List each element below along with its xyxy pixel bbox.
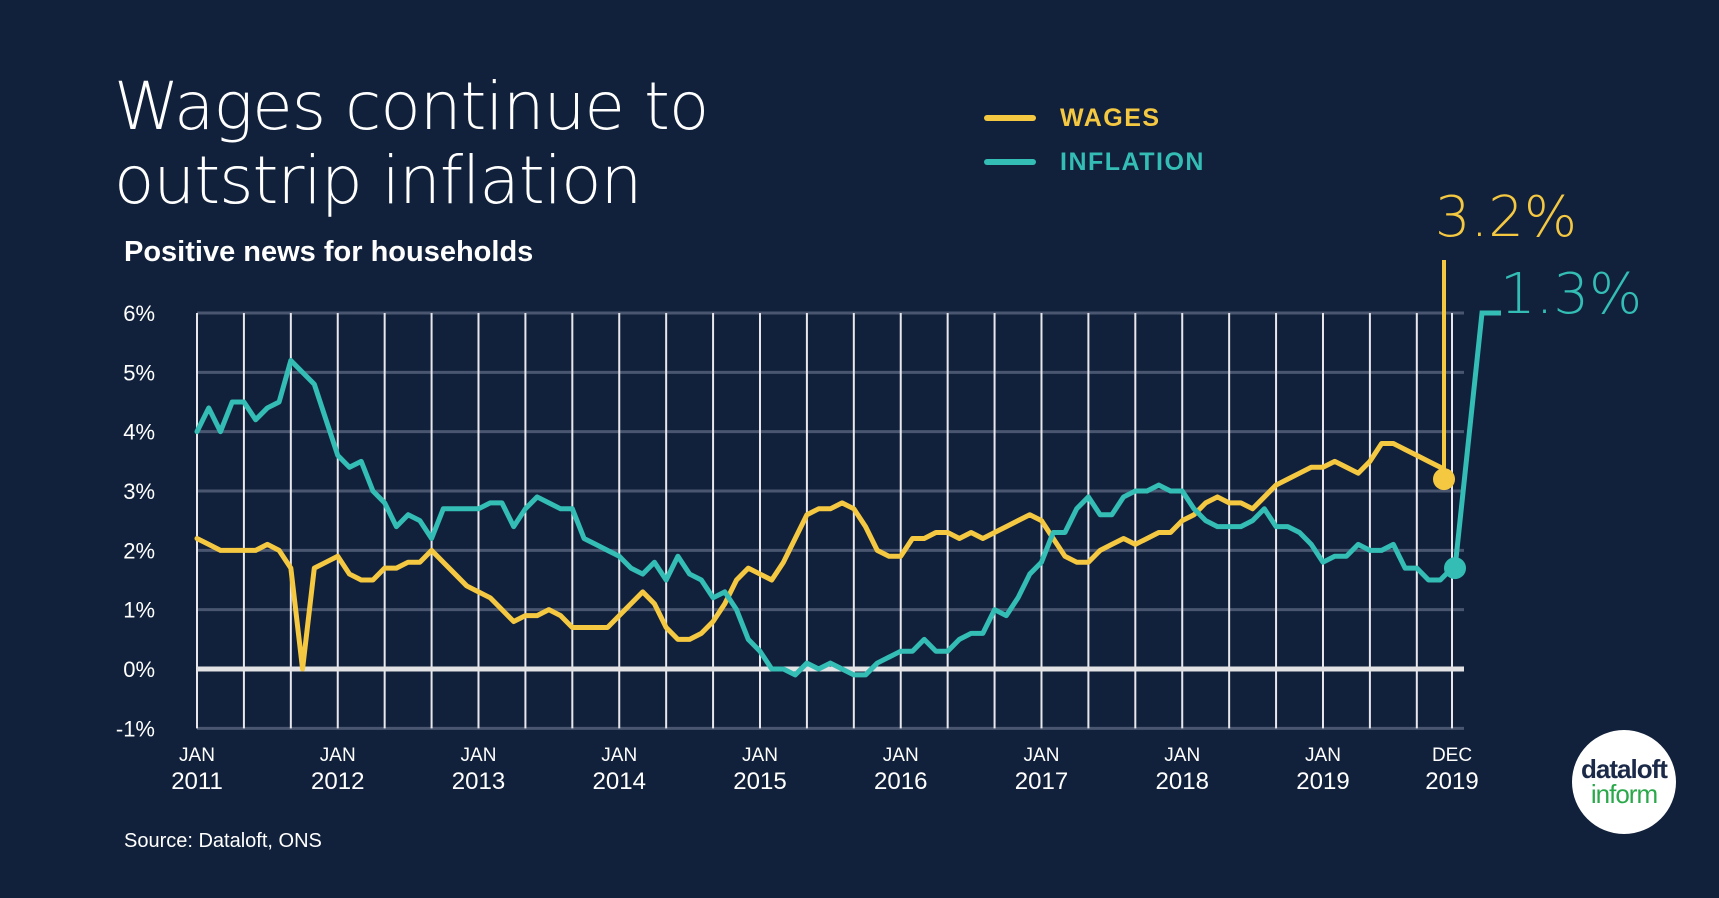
x-tick-month-label: JAN [461, 745, 497, 766]
inflation-callout-label: 1.3% [1500, 262, 1642, 327]
inflation-callout-leader [1452, 310, 1501, 569]
x-tick-year-label: 2012 [311, 768, 364, 795]
legend: WAGES INFLATION [984, 96, 1205, 184]
x-tick-month-label: JAN [742, 745, 778, 766]
x-tick-month-label: DEC [1432, 745, 1472, 766]
x-tick-year-label: 2015 [733, 768, 786, 795]
chart-title: Wages continue to outstrip inflation [114, 70, 754, 218]
x-tick-year-label: 2013 [452, 768, 505, 795]
y-tick-label: 6% [123, 301, 155, 326]
x-tick-month-label: JAN [1305, 745, 1341, 766]
x-tick-month-label: JAN [883, 745, 919, 766]
x-tick-year-label: 2017 [1015, 768, 1068, 795]
legend-item-wages: WAGES [984, 96, 1205, 140]
title-line-2: outstrip inflation [114, 142, 642, 219]
x-tick-month-label: JAN [601, 745, 637, 766]
source-note: Source: Dataloft, ONS [124, 830, 322, 852]
grid [196, 311, 1464, 730]
x-tick-year-label: 2016 [874, 768, 927, 795]
logo-text-inform: inform [1590, 779, 1658, 809]
legend-label-wages: WAGES [1060, 103, 1161, 132]
chart-subtitle: Positive news for households [124, 236, 534, 268]
series-lines [194, 357, 1455, 678]
legend-label-inflation: INFLATION [1060, 147, 1205, 176]
x-tick-month-label: JAN [179, 745, 215, 766]
logo-text-dataloft: dataloft [1581, 754, 1668, 784]
y-tick-label: 2% [123, 538, 155, 563]
legend-swatch-inflation [984, 159, 1036, 165]
inflation-end-marker [1444, 557, 1466, 580]
x-tick-month-label: JAN [1164, 745, 1200, 766]
x-tick-year-label: 2018 [1156, 768, 1209, 795]
y-tick-label: 5% [123, 360, 155, 385]
series-line-wages [194, 441, 1455, 672]
y-tick-label: 0% [123, 657, 155, 682]
y-tick-label: 3% [123, 479, 155, 504]
callouts: 3.2% 1.3% [1433, 185, 1642, 580]
x-tick-year-label: 2014 [593, 768, 646, 795]
x-tick-month-label: JAN [320, 745, 356, 766]
x-tick-year-label: 2011 [171, 768, 223, 795]
y-tick-label: 1% [123, 598, 155, 623]
y-tick-label: -1% [116, 716, 155, 741]
wages-callout-label: 3.2% [1435, 185, 1577, 250]
y-tick-label: 4% [123, 420, 155, 445]
dataloft-logo: dataloft inform [1572, 730, 1676, 834]
legend-item-inflation: INFLATION [984, 140, 1205, 184]
y-axis-ticks: 6% 5% 4% 3% 2% 1% 0% -1% [116, 301, 155, 741]
x-tick-year-label: 2019 [1296, 768, 1349, 795]
wages-end-marker [1433, 468, 1455, 491]
legend-swatch-wages [984, 115, 1036, 121]
x-tick-month-label: JAN [1024, 745, 1060, 766]
x-tick-year-label: 2019 [1425, 768, 1478, 795]
title-line-1: Wages continue to [114, 68, 709, 145]
x-axis-ticks: JAN2011JAN2012JAN2013JAN2014JAN2015JAN20… [171, 745, 1479, 795]
series-line-inflation [194, 357, 1455, 678]
